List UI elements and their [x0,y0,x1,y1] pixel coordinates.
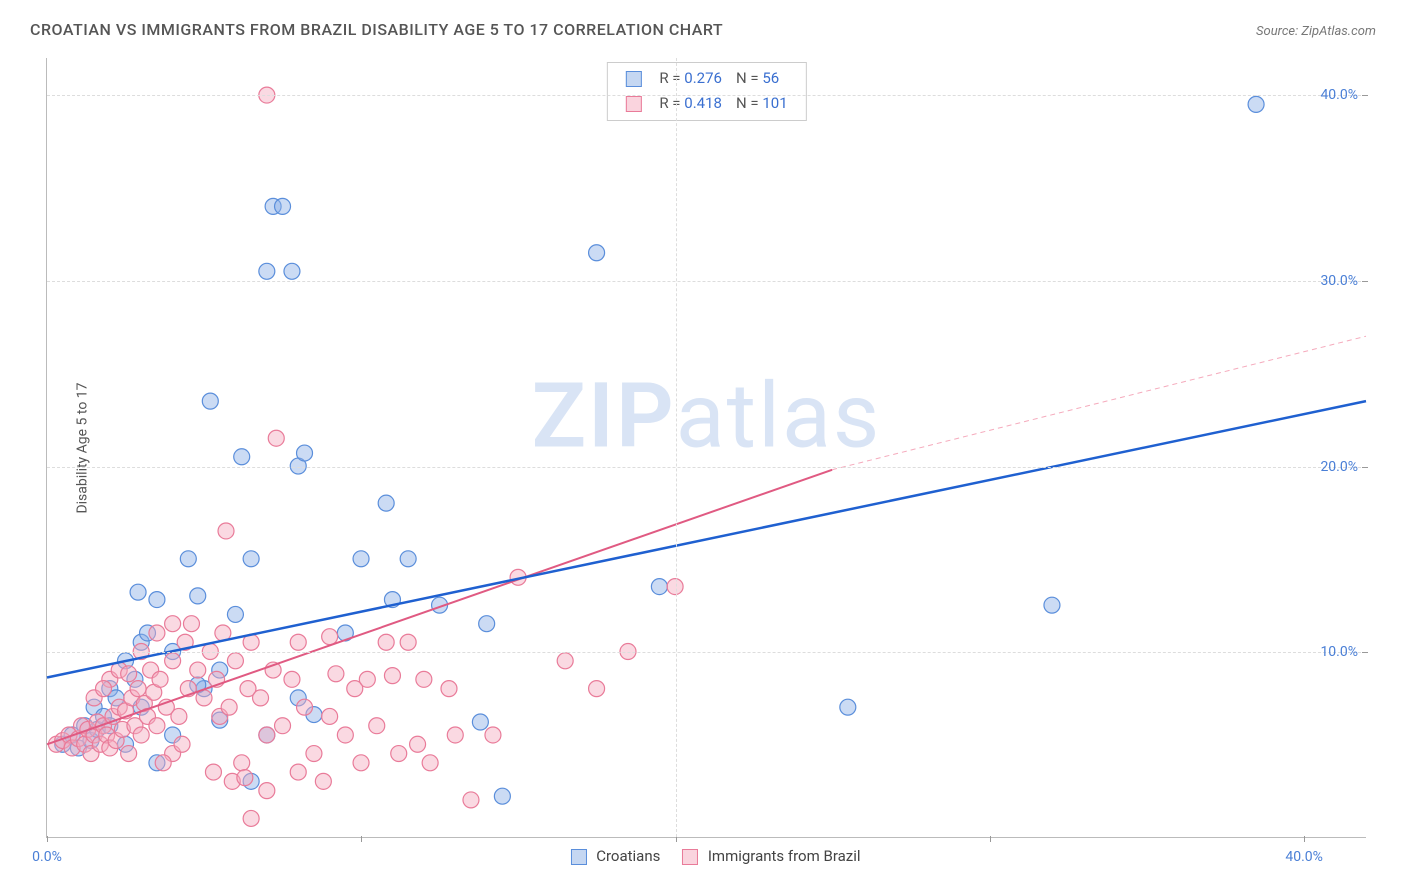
legend-label-brazil: Immigrants from Brazil [708,847,861,865]
n-value-brazil: 101 [762,94,787,112]
plot-area [47,58,1366,837]
swatch-croatians-icon [625,71,641,87]
r-value-brazil: 0.418 [684,94,722,112]
legend-swatch-brazil-icon [682,849,698,865]
legend-swatch-croatians-icon [570,849,586,865]
x-tick-label: 0.0% [32,849,62,865]
y-tick-label: 40.0% [1320,87,1358,103]
legend-label-croatians: Croatians [596,847,660,865]
swatch-brazil-icon [625,96,641,112]
r-value-croatians: 0.276 [684,69,722,87]
y-tick-label: 30.0% [1320,273,1358,289]
scatter-chart: Disability Age 5 to 17 ZIPatlas R = 0.27… [46,58,1366,838]
chart-title: CROATIAN VS IMMIGRANTS FROM BRAZIL DISAB… [30,20,723,39]
stats-legend: R = 0.276 N = 56 R = 0.418 N = 101 [606,62,806,121]
y-tick-label: 10.0% [1320,644,1358,660]
x-tick-label: 40.0% [1285,849,1323,865]
y-tick-label: 20.0% [1320,459,1358,475]
n-value-croatians: 56 [762,69,779,87]
source-attribution: Source: ZipAtlas.com [1256,24,1376,39]
series-legend: Croatians Immigrants from Brazil [552,847,860,865]
